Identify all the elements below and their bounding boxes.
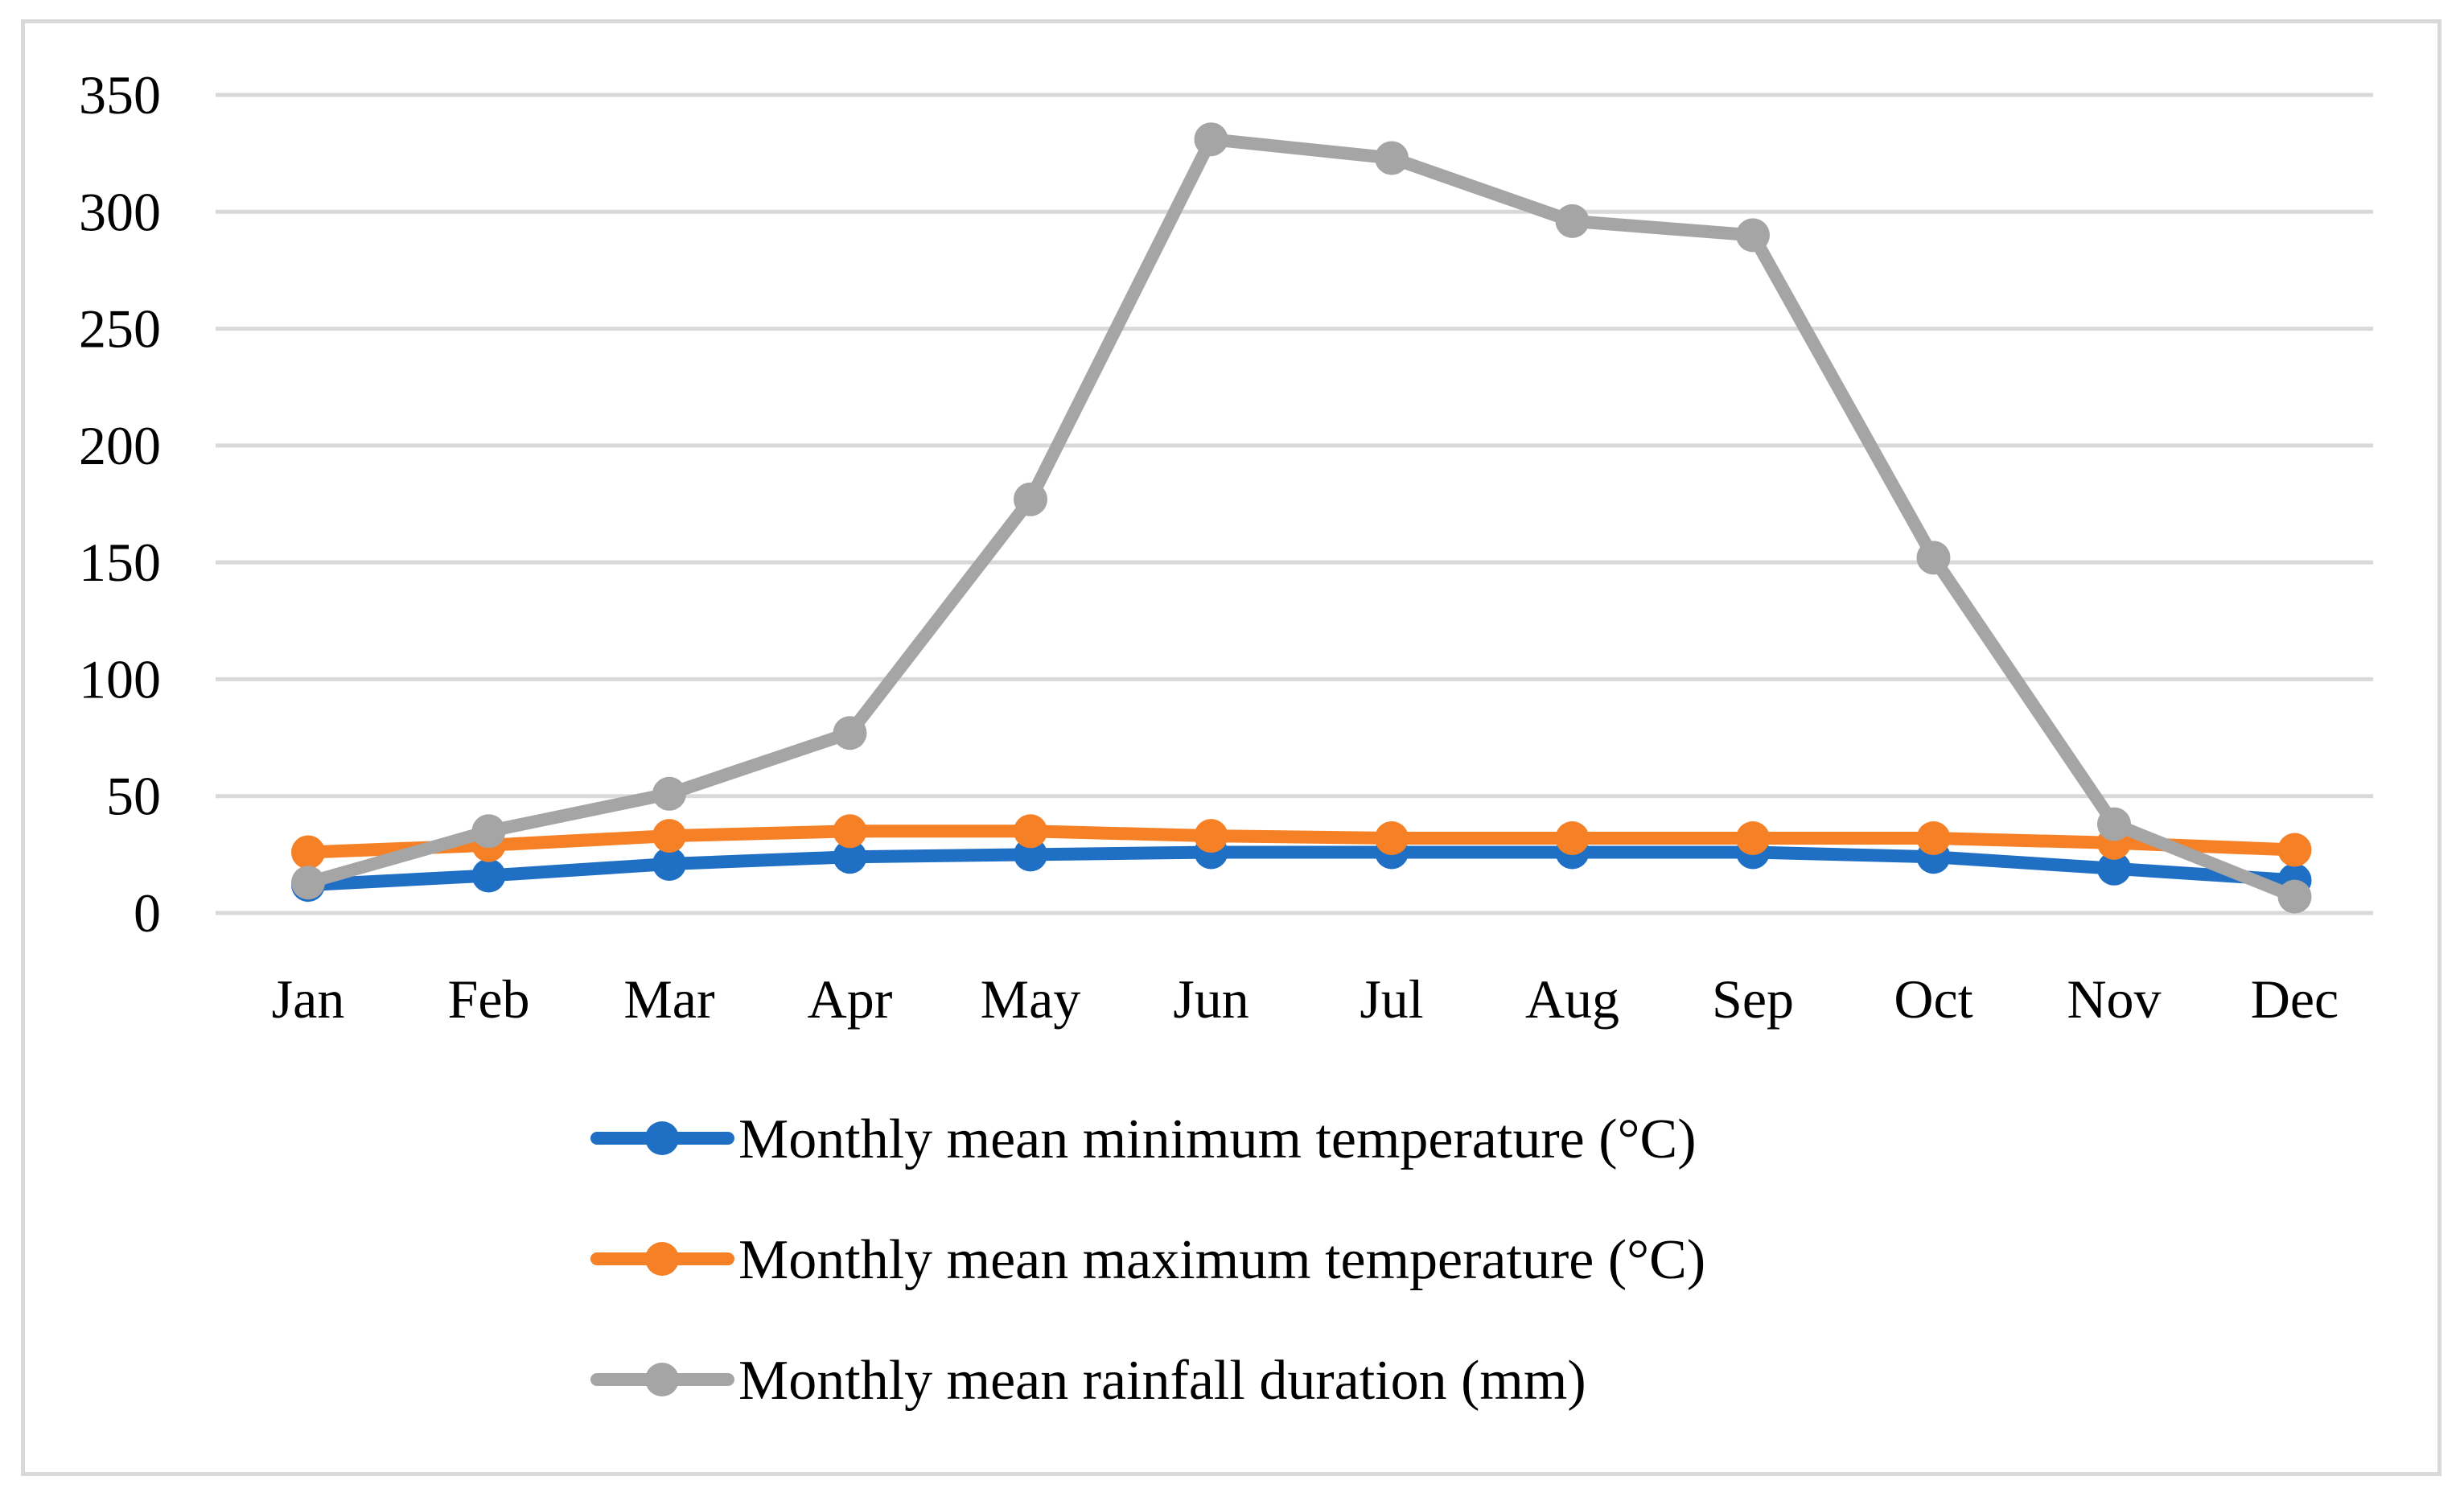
x-tick-label: Feb — [448, 968, 530, 1030]
x-axis-tick-labels: Jan Feb Mar Apr May Jun Jul Aug Sep Oct Nov Dec — [272, 968, 2339, 1030]
y-tick-label: 150 — [79, 532, 161, 593]
legend-item: Monthly mean maximum temperature (°C) — [590, 1229, 1705, 1291]
data-point — [1916, 541, 1951, 575]
data-point — [291, 866, 325, 900]
series-3 — [291, 122, 2312, 914]
data-point — [1014, 837, 1047, 872]
legend-label: Monthly mean minimum temperature (°C) — [738, 1108, 1697, 1170]
data-point — [2277, 833, 2312, 867]
legend-swatch-marker — [645, 1363, 679, 1396]
legend-label: Monthly mean rainfall duration (mm) — [738, 1350, 1586, 1412]
data-point — [1194, 122, 1228, 157]
data-point — [652, 846, 686, 881]
data-point — [1736, 218, 1770, 253]
data-point — [471, 858, 506, 893]
gridlines — [216, 93, 2373, 915]
data-point — [1375, 821, 1409, 856]
data-point — [2277, 879, 2312, 914]
x-tick-label: Jun — [1173, 968, 1248, 1030]
y-tick-label: 50 — [106, 766, 161, 827]
data-point — [652, 819, 686, 853]
legend: Monthly mean minimum temperature (°C) Mon… — [590, 1108, 1705, 1412]
data-point — [1014, 482, 1047, 516]
x-tick-label: May — [981, 968, 1081, 1030]
x-tick-label: Oct — [1894, 968, 1972, 1030]
data-point — [1014, 814, 1047, 849]
x-tick-label: Jan — [272, 968, 345, 1030]
data-point — [833, 840, 867, 874]
x-tick-label: Jul — [1360, 968, 1423, 1030]
data-point — [1375, 141, 1409, 175]
series-2 — [291, 814, 2312, 870]
legend-item: Monthly mean minimum temperature (°C) — [590, 1108, 1697, 1170]
series-line — [302, 133, 2302, 903]
legend-item: Monthly mean rainfall duration (mm) — [590, 1350, 1586, 1412]
x-tick-label: Sep — [1712, 968, 1794, 1030]
y-tick-label: 300 — [79, 181, 161, 242]
data-point — [833, 814, 867, 849]
data-point — [471, 814, 506, 849]
data-point — [1736, 821, 1770, 856]
x-tick-label: Apr — [808, 968, 893, 1030]
legend-swatch-marker — [645, 1242, 679, 1276]
x-tick-label: Nov — [2067, 968, 2161, 1030]
legend-label: Monthly mean maximum temperature (°C) — [738, 1229, 1705, 1291]
series-lines — [291, 122, 2312, 914]
y-tick-label: 250 — [79, 298, 161, 360]
data-point — [833, 716, 867, 750]
data-point — [2097, 851, 2131, 886]
data-point — [2097, 807, 2131, 841]
y-axis-tick-labels: 0 50 100 150 200 250 300 350 — [79, 64, 161, 944]
y-tick-label: 0 — [134, 882, 161, 944]
x-tick-label: Aug — [1525, 968, 1619, 1030]
series-line — [302, 845, 2302, 892]
data-point — [291, 835, 325, 870]
y-tick-label: 200 — [79, 415, 161, 476]
x-tick-label: Mar — [623, 968, 715, 1030]
data-point — [1555, 821, 1590, 856]
y-tick-label: 100 — [79, 648, 161, 709]
data-point — [1916, 821, 1951, 856]
data-point — [1194, 819, 1228, 853]
data-point — [652, 776, 686, 811]
data-point — [1555, 204, 1590, 238]
y-tick-label: 350 — [79, 64, 161, 125]
x-tick-label: Dec — [2251, 968, 2339, 1030]
chart-frame — [21, 19, 2441, 1476]
series-line — [302, 825, 2302, 859]
legend-swatch-marker — [645, 1121, 679, 1155]
